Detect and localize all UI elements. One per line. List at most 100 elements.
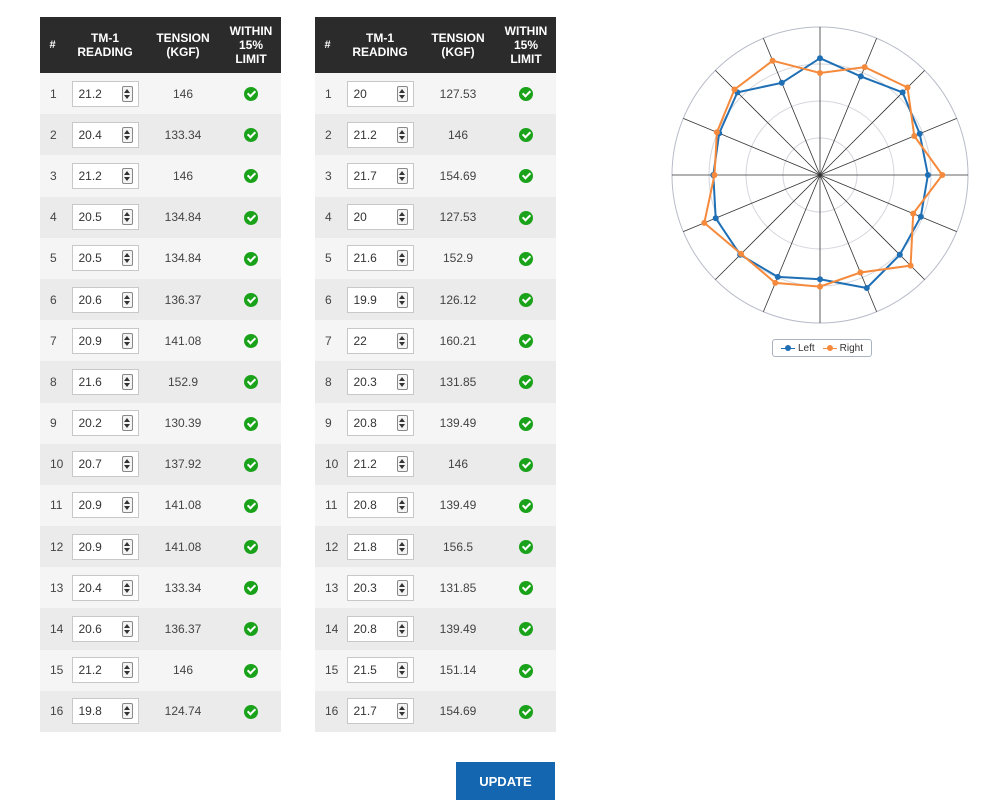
reading-input[interactable] <box>72 164 119 187</box>
stepper-down-icon[interactable] <box>124 382 130 387</box>
reading-stepper[interactable] <box>71 286 139 313</box>
stepper-arrows[interactable] <box>121 209 133 226</box>
reading-input[interactable] <box>72 82 119 105</box>
stepper-down-icon[interactable] <box>124 424 130 429</box>
stepper-arrows[interactable] <box>121 456 133 473</box>
reading-stepper[interactable] <box>346 451 414 478</box>
reading-input[interactable] <box>72 494 119 517</box>
stepper-down-icon[interactable] <box>399 218 405 223</box>
reading-stepper[interactable] <box>71 121 139 148</box>
reading-input[interactable] <box>347 618 394 641</box>
reading-stepper[interactable] <box>71 616 139 643</box>
stepper-arrows[interactable] <box>121 579 133 596</box>
stepper-arrows[interactable] <box>121 621 133 638</box>
reading-input[interactable] <box>347 700 394 723</box>
stepper-arrows[interactable] <box>121 662 133 679</box>
reading-input[interactable] <box>347 164 394 187</box>
stepper-up-icon[interactable] <box>124 500 130 505</box>
stepper-arrows[interactable] <box>396 538 408 555</box>
stepper-arrows[interactable] <box>396 126 408 143</box>
reading-input[interactable] <box>347 412 394 435</box>
stepper-down-icon[interactable] <box>399 424 405 429</box>
stepper-down-icon[interactable] <box>124 259 130 264</box>
stepper-arrows[interactable] <box>396 662 408 679</box>
stepper-down-icon[interactable] <box>399 176 405 181</box>
reading-input[interactable] <box>347 329 394 352</box>
reading-stepper[interactable] <box>71 698 139 725</box>
stepper-up-icon[interactable] <box>124 624 130 629</box>
stepper-down-icon[interactable] <box>124 506 130 511</box>
reading-stepper[interactable] <box>71 492 139 519</box>
reading-stepper[interactable] <box>71 245 139 272</box>
stepper-arrows[interactable] <box>396 332 408 349</box>
reading-stepper[interactable] <box>346 368 414 395</box>
reading-stepper[interactable] <box>346 245 414 272</box>
stepper-down-icon[interactable] <box>124 94 130 99</box>
stepper-arrows[interactable] <box>396 415 408 432</box>
stepper-down-icon[interactable] <box>399 465 405 470</box>
stepper-up-icon[interactable] <box>124 170 130 175</box>
reading-stepper[interactable] <box>71 657 139 684</box>
stepper-down-icon[interactable] <box>399 341 405 346</box>
stepper-up-icon[interactable] <box>124 335 130 340</box>
stepper-arrows[interactable] <box>121 126 133 143</box>
stepper-up-icon[interactable] <box>399 706 405 711</box>
stepper-up-icon[interactable] <box>399 170 405 175</box>
reading-input[interactable] <box>72 535 119 558</box>
reading-stepper[interactable] <box>346 162 414 189</box>
reading-stepper[interactable] <box>71 533 139 560</box>
reading-input[interactable] <box>72 329 119 352</box>
stepper-down-icon[interactable] <box>399 630 405 635</box>
stepper-arrows[interactable] <box>396 85 408 102</box>
stepper-up-icon[interactable] <box>399 418 405 423</box>
stepper-up-icon[interactable] <box>124 129 130 134</box>
stepper-up-icon[interactable] <box>399 212 405 217</box>
stepper-up-icon[interactable] <box>399 376 405 381</box>
stepper-up-icon[interactable] <box>399 129 405 134</box>
reading-stepper[interactable] <box>71 574 139 601</box>
legend-item-left[interactable]: Left <box>780 343 815 354</box>
stepper-up-icon[interactable] <box>399 253 405 258</box>
reading-stepper[interactable] <box>346 286 414 313</box>
stepper-up-icon[interactable] <box>124 418 130 423</box>
stepper-arrows[interactable] <box>121 415 133 432</box>
stepper-up-icon[interactable] <box>124 88 130 93</box>
reading-stepper[interactable] <box>346 698 414 725</box>
reading-input[interactable] <box>347 247 394 270</box>
stepper-down-icon[interactable] <box>124 712 130 717</box>
stepper-up-icon[interactable] <box>124 459 130 464</box>
stepper-arrows[interactable] <box>396 209 408 226</box>
stepper-down-icon[interactable] <box>399 506 405 511</box>
stepper-arrows[interactable] <box>121 332 133 349</box>
stepper-arrows[interactable] <box>121 167 133 184</box>
reading-input[interactable] <box>72 288 119 311</box>
stepper-up-icon[interactable] <box>124 212 130 217</box>
stepper-up-icon[interactable] <box>399 294 405 299</box>
stepper-down-icon[interactable] <box>124 671 130 676</box>
reading-input[interactable] <box>347 576 394 599</box>
stepper-down-icon[interactable] <box>124 300 130 305</box>
stepper-down-icon[interactable] <box>399 382 405 387</box>
reading-stepper[interactable] <box>346 616 414 643</box>
reading-stepper[interactable] <box>346 492 414 519</box>
stepper-up-icon[interactable] <box>124 541 130 546</box>
stepper-down-icon[interactable] <box>124 341 130 346</box>
update-button[interactable]: UPDATE <box>456 762 555 800</box>
reading-input[interactable] <box>72 618 119 641</box>
reading-stepper[interactable] <box>71 410 139 437</box>
stepper-arrows[interactable] <box>396 291 408 308</box>
stepper-down-icon[interactable] <box>399 588 405 593</box>
stepper-down-icon[interactable] <box>124 588 130 593</box>
reading-stepper[interactable] <box>71 80 139 107</box>
stepper-arrows[interactable] <box>396 373 408 390</box>
stepper-arrows[interactable] <box>396 579 408 596</box>
reading-input[interactable] <box>72 370 119 393</box>
reading-input[interactable] <box>347 494 394 517</box>
stepper-up-icon[interactable] <box>124 294 130 299</box>
reading-input[interactable] <box>347 82 394 105</box>
stepper-arrows[interactable] <box>396 703 408 720</box>
stepper-arrows[interactable] <box>396 497 408 514</box>
reading-stepper[interactable] <box>71 368 139 395</box>
stepper-down-icon[interactable] <box>399 94 405 99</box>
stepper-arrows[interactable] <box>121 373 133 390</box>
